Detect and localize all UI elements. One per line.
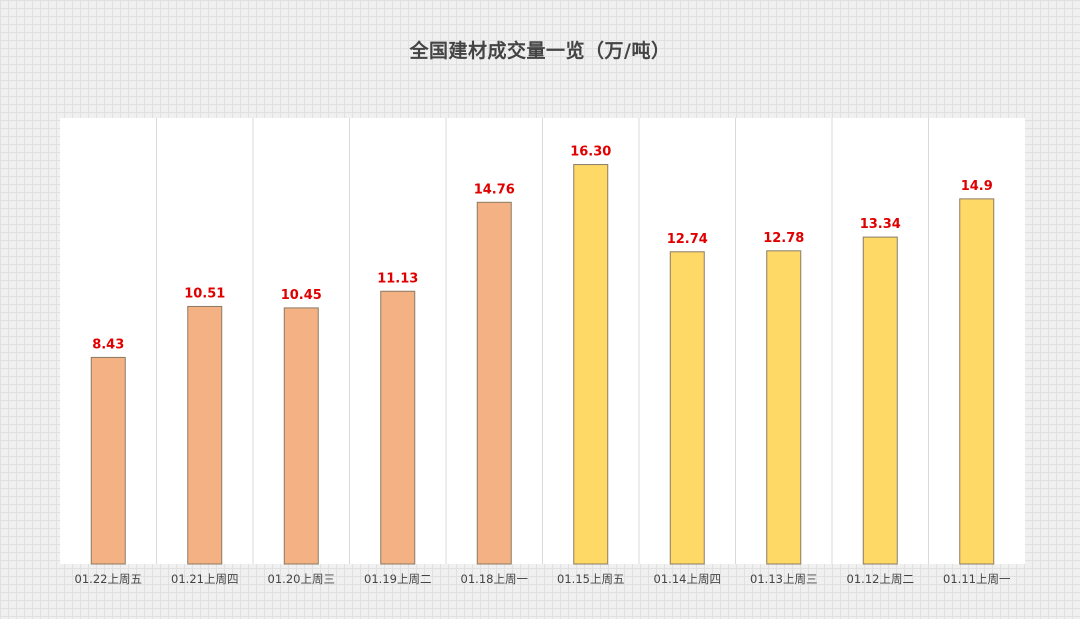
data-label: 10.51 (184, 286, 225, 301)
x-tick-label: 01.12上周二 (847, 572, 914, 586)
bar (90, 356, 126, 565)
bar (669, 251, 705, 565)
column-dividers (156, 118, 929, 564)
bar (283, 307, 319, 565)
bar (187, 305, 223, 565)
x-tick-label: 01.22上周五 (75, 572, 142, 586)
data-label: 14.76 (474, 182, 515, 197)
bar (476, 201, 512, 565)
data-label: 14.9 (961, 179, 993, 194)
bar (766, 250, 802, 565)
x-tick-label: 01.21上周四 (171, 572, 238, 586)
data-label: 16.30 (570, 145, 611, 160)
x-tick-label: 01.18上周一 (461, 572, 529, 586)
data-label: 8.43 (92, 337, 124, 352)
data-label: 13.34 (860, 217, 901, 232)
data-label: 12.74 (667, 232, 708, 247)
bar (959, 198, 995, 565)
bars (90, 164, 995, 565)
data-label: 11.13 (377, 271, 418, 286)
data-label: 12.78 (763, 231, 804, 246)
x-tick-labels: 01.22上周五 01.21上周四 01.20上周三 01.19上周二 01.18上周一… (75, 572, 1011, 586)
bar (380, 290, 416, 565)
bar (862, 236, 898, 565)
x-tick-label: 01.15上周五 (557, 572, 624, 586)
x-tick-label: 01.11上周一 (943, 572, 1011, 586)
x-tick-label: 01.19上周二 (364, 572, 431, 586)
x-tick-label: 01.20上周三 (268, 572, 335, 586)
x-tick-label: 01.13上周三 (750, 572, 817, 586)
data-label: 10.45 (281, 288, 322, 303)
chart-title: 全国建材成交量一览（万/吨） (409, 40, 671, 62)
bar (573, 164, 609, 565)
value-labels: 8.43 10.51 10.45 11.13 14.76 16.30 12.74 12.78 1… (92, 145, 993, 353)
x-tick-label: 01.14上周四 (654, 572, 721, 586)
